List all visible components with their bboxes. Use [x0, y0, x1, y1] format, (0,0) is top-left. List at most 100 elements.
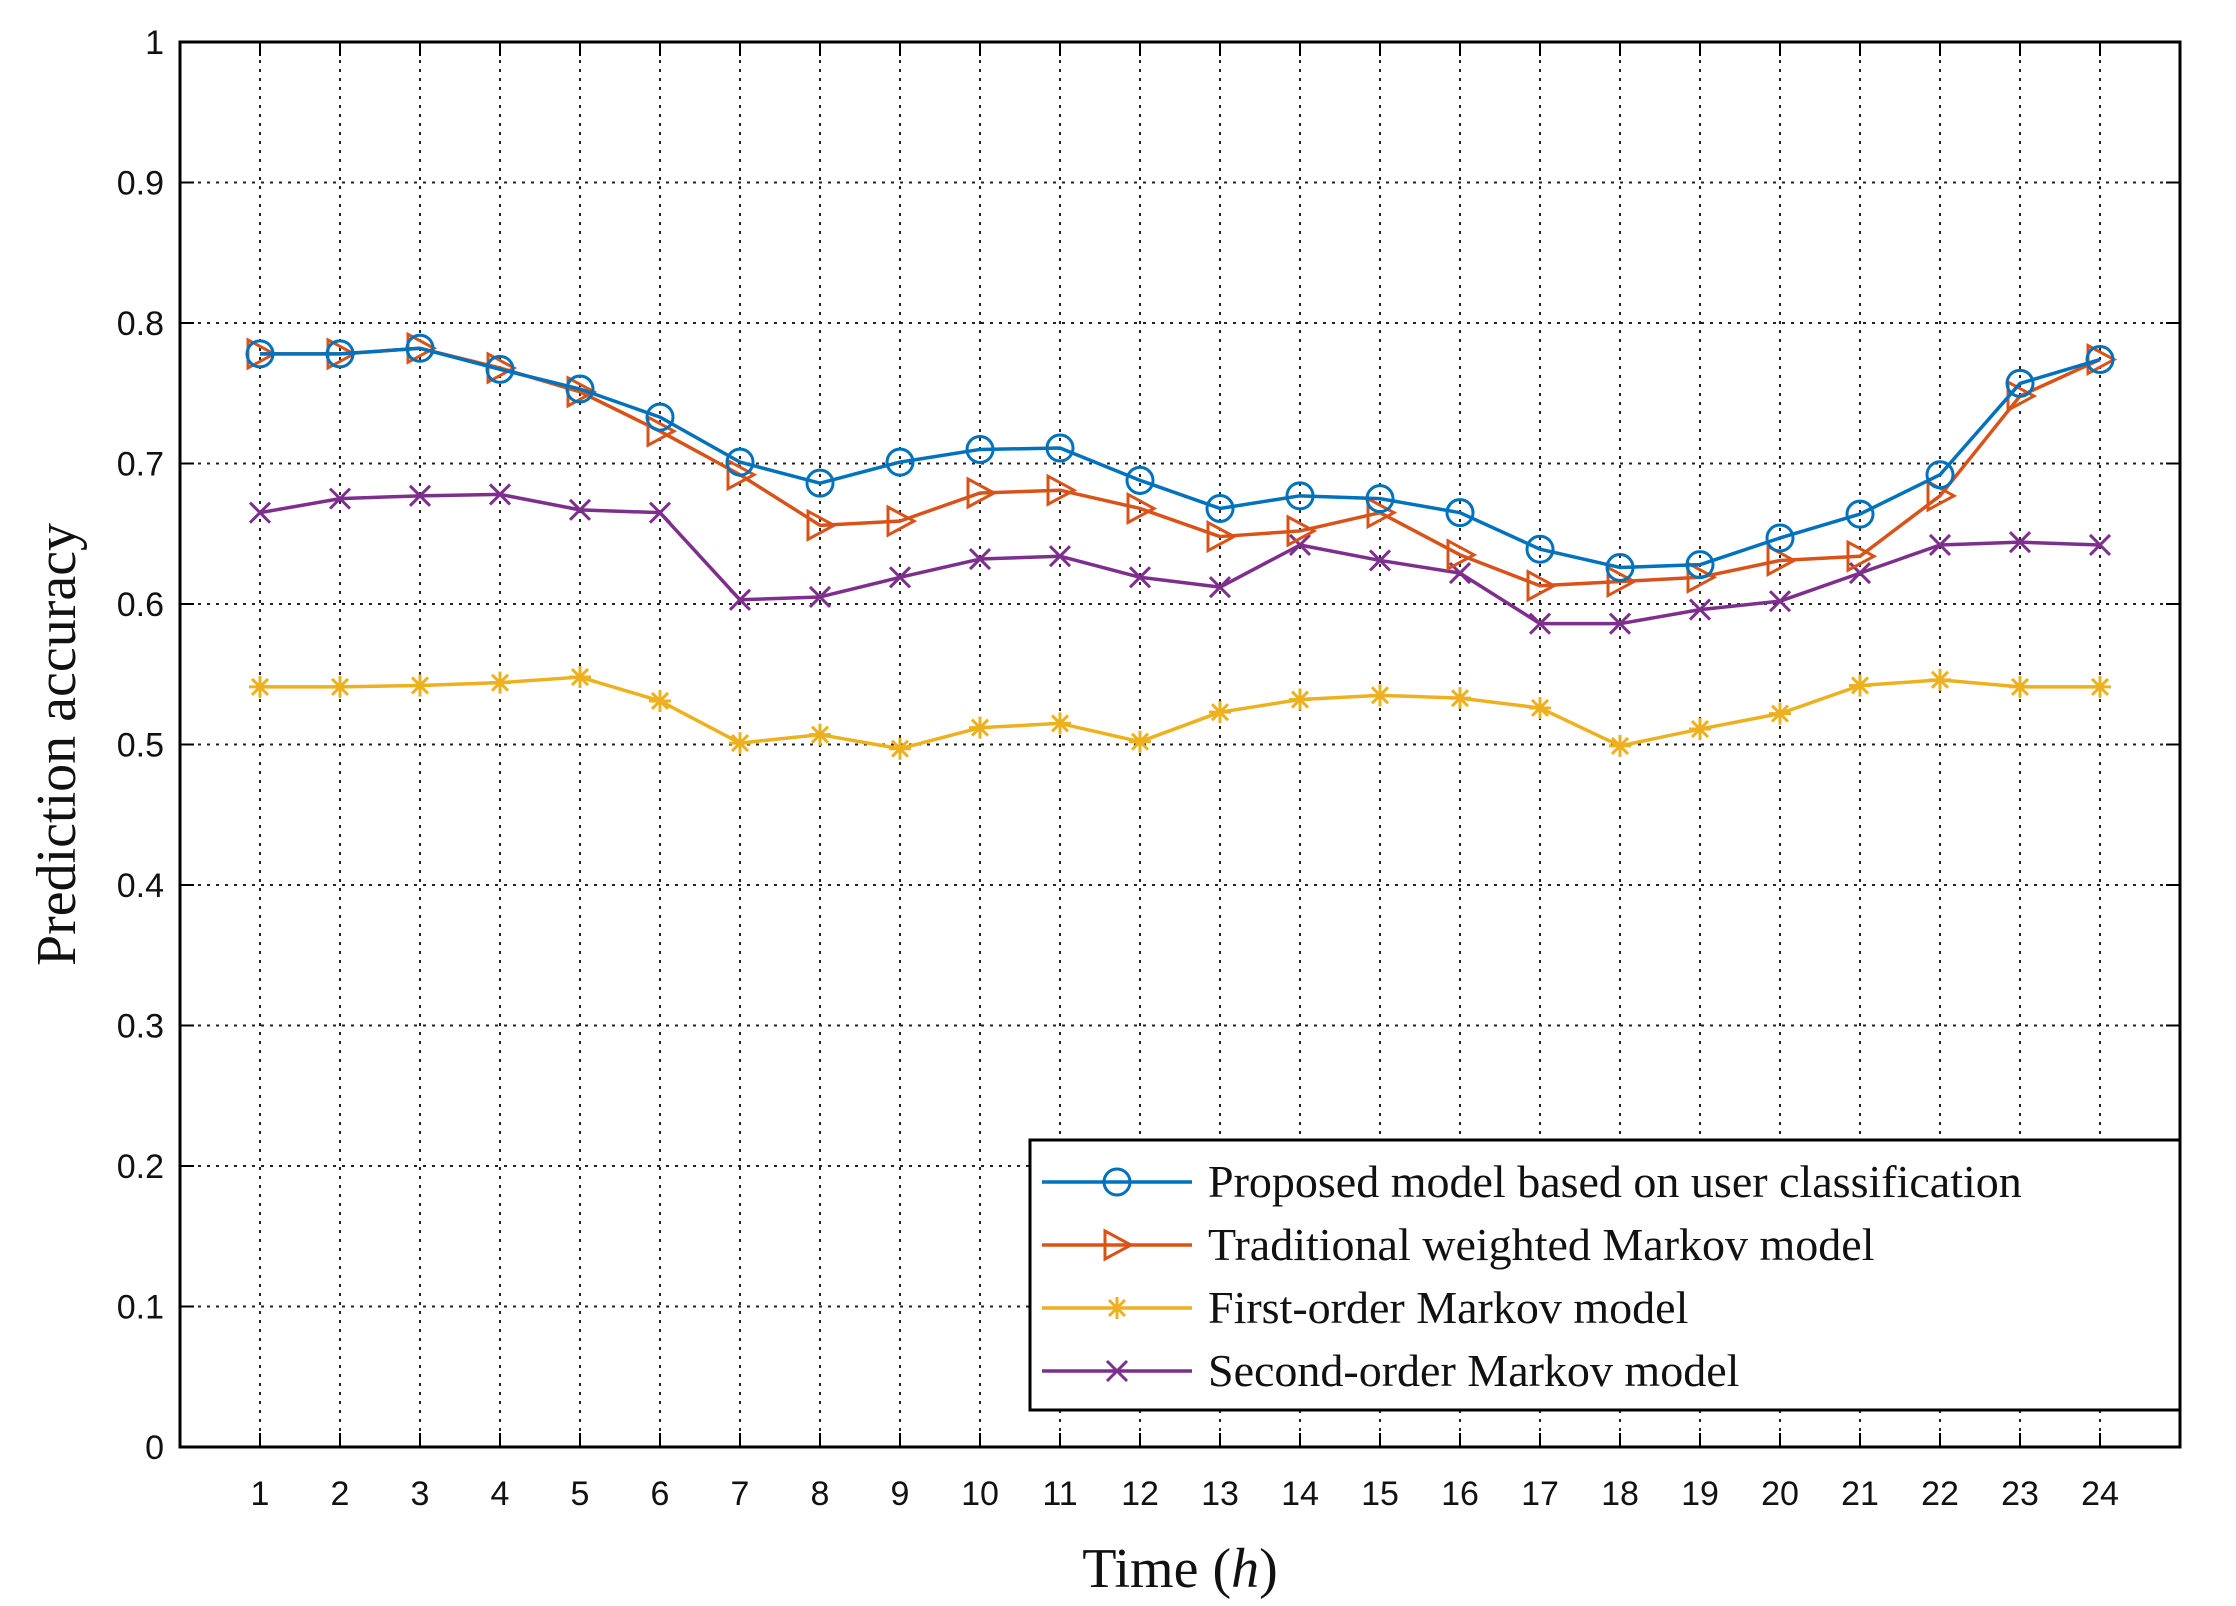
data-point [1606, 565, 1638, 599]
data-point [726, 458, 758, 492]
legend-box [1028, 1138, 2182, 1412]
y-tick-label: 0.6 [117, 586, 164, 624]
data-point [1368, 549, 1392, 572]
legend-item: Traditional weighted Markov model [1042, 1219, 1874, 1270]
x-tick-label: 21 [1841, 1475, 1879, 1513]
data-point [1045, 433, 1075, 463]
legend-marker [1103, 1228, 1135, 1262]
data-point [2008, 531, 2032, 554]
data-point [1206, 520, 1238, 554]
y-tick-label: 0.8 [117, 305, 164, 343]
y-tick-label: 0.7 [117, 446, 164, 484]
data-point [2089, 675, 2111, 698]
data-point [329, 675, 351, 698]
x-tick-label: 3 [411, 1475, 430, 1513]
x-axis-unit: h [1231, 1538, 1259, 1600]
legend-label: Second-order Markov model [1208, 1345, 1739, 1396]
x-tick-label: 23 [2001, 1475, 2039, 1513]
data-point [2005, 368, 2035, 398]
x-tick-label: 2 [331, 1475, 350, 1513]
x-tick-label: 15 [1361, 1475, 1399, 1513]
data-point [729, 732, 751, 755]
x-tick-label: 7 [731, 1475, 750, 1513]
x-tick-label: 9 [891, 1475, 910, 1513]
data-point [1129, 730, 1151, 753]
data-point [489, 671, 511, 694]
legend-item: Proposed model based on user classificat… [1042, 1156, 2022, 1207]
series-2 [246, 331, 2118, 603]
data-point [885, 447, 915, 477]
x-tick-label: 24 [2081, 1475, 2119, 1513]
data-point [805, 468, 835, 498]
data-point [1446, 538, 1478, 572]
data-point [488, 483, 512, 506]
y-tick-label: 0.2 [117, 1148, 164, 1186]
x-axis-title-text: Time [1082, 1538, 1198, 1600]
y-tick-label: 0 [145, 1429, 164, 1467]
x-tick-label: 13 [1201, 1475, 1239, 1513]
data-point [1048, 545, 1072, 568]
x-tick-label: 17 [1521, 1475, 1559, 1513]
series-line [260, 346, 2101, 570]
data-point [325, 339, 355, 369]
data-point [2085, 345, 2115, 375]
legend-label: Traditional weighted Markov model [1208, 1219, 1874, 1270]
data-point [1525, 534, 1555, 564]
x-tick-label: 20 [1761, 1475, 1799, 1513]
x-tick-label: 11 [1042, 1475, 1077, 1513]
legend-marker [1106, 1297, 1128, 1319]
data-point [2009, 675, 2031, 698]
data-point [1366, 496, 1398, 530]
legend-marker [1105, 1359, 1129, 1383]
data-point [2088, 533, 2112, 557]
data-point [1609, 734, 1631, 757]
data-point [888, 566, 912, 589]
legend-marker [1102, 1167, 1132, 1197]
data-point [1929, 668, 1951, 691]
y-tick-label: 0.3 [117, 1008, 164, 1046]
data-point [1769, 702, 1791, 725]
data-point [1768, 590, 1792, 613]
x-tick-label: 14 [1281, 1475, 1319, 1513]
data-point [569, 666, 591, 689]
data-point [968, 547, 992, 571]
data-point [969, 716, 991, 739]
data-point [1529, 696, 1551, 719]
data-point [1528, 612, 1552, 635]
data-point [1046, 473, 1078, 507]
x-tick-label: 6 [651, 1475, 670, 1513]
data-point [1608, 612, 1632, 635]
y-tick-label: 1 [145, 24, 164, 62]
data-point [1365, 484, 1395, 514]
data-point [1209, 701, 1231, 724]
series-4 [248, 483, 2112, 635]
legend-item: Second-order Markov model [1042, 1345, 1739, 1396]
data-point [248, 501, 272, 524]
data-point [1846, 539, 1878, 573]
x-tick-label: 18 [1601, 1475, 1639, 1513]
series-line [260, 346, 2101, 588]
legend: Proposed model based on user classificat… [1028, 1138, 2182, 1412]
x-tick-label: 10 [961, 1475, 999, 1513]
tick-layer: 1 2 3 4 5 6 7 8 9 10 11 12 13 14 15 16 17 18 19 20 21 22 23 240… [117, 24, 2180, 1513]
data-point [728, 588, 752, 611]
x-tick-label: 12 [1121, 1475, 1159, 1513]
legend-label: First-order Markov model [1208, 1282, 1688, 1333]
y-tick-label: 0.9 [117, 165, 164, 203]
data-point [1369, 684, 1391, 707]
x-tick-label: 8 [811, 1475, 830, 1513]
series-line [260, 675, 2100, 751]
legend-item: First-order Markov model [1042, 1282, 1688, 1333]
data-point [408, 484, 432, 507]
data-point [249, 675, 271, 698]
data-point [1849, 674, 1871, 697]
data-point [1765, 523, 1795, 553]
data-point [485, 354, 515, 384]
data-point [648, 501, 672, 524]
y-tick-label: 0.1 [117, 1289, 164, 1327]
data-point [809, 723, 831, 746]
data-point [725, 447, 755, 477]
data-point [1928, 533, 1952, 557]
data-point [889, 737, 911, 760]
